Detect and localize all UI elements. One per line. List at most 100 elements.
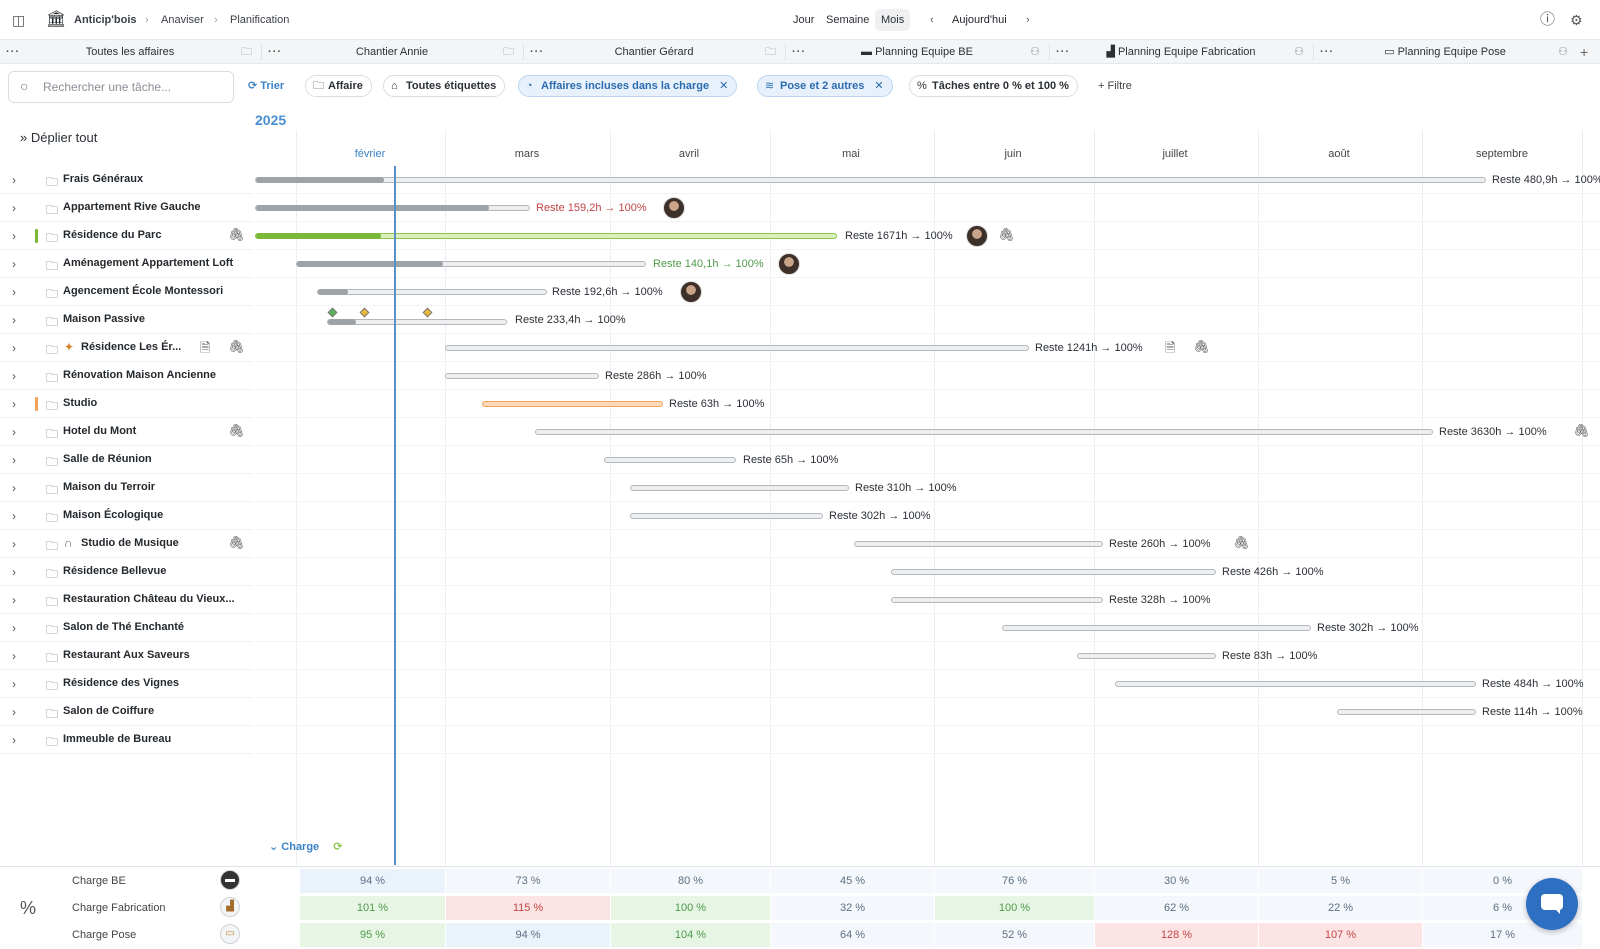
view-day-button[interactable]: Jour (793, 14, 815, 26)
add-filter-button[interactable]: + Filtre (1098, 75, 1132, 97)
project-row[interactable]: › 🗀 Maison Passive (0, 306, 252, 334)
breadcrumb-level1[interactable]: Anaviser (161, 14, 204, 26)
task-bar[interactable] (1115, 681, 1476, 687)
chevron-right-icon[interactable]: › (12, 733, 16, 747)
project-row[interactable]: › 🗀 Salon de Thé Enchanté (0, 614, 252, 642)
view-month-button[interactable]: Mois (875, 9, 911, 31)
affaire-filter-chip[interactable]: 🗀 Affaire (305, 75, 372, 97)
tab-chantier-gerard[interactable]: ··· Chantier Gérard 🗀 (524, 40, 784, 64)
close-icon[interactable]: ✕ (874, 80, 884, 92)
document-icon[interactable]: 🗎 (1165, 340, 1176, 355)
chevron-left-icon[interactable]: ‹ (930, 14, 934, 26)
task-bar[interactable] (1077, 653, 1216, 659)
paperclip-icon[interactable]: 🖇 (1573, 423, 1590, 438)
chevron-right-icon[interactable]: › (12, 677, 16, 691)
task-bar[interactable] (317, 289, 547, 295)
project-row[interactable]: › 🗀 Rénovation Maison Ancienne (0, 362, 252, 390)
refresh-icon[interactable]: ⟳ (333, 841, 343, 853)
pose-filter-chip[interactable]: ≋ Pose et 2 autres ✕ (757, 75, 893, 97)
tab-all-projects[interactable]: ··· Toutes les affaires 🗀 (0, 40, 260, 64)
task-bar[interactable] (891, 569, 1216, 575)
paperclip-icon[interactable]: 🖇 (998, 227, 1015, 242)
paperclip-icon[interactable]: 🖇 (1193, 339, 1210, 354)
project-row[interactable]: › 🗀 Agencement École Montessori (0, 278, 252, 306)
tab-chantier-annie[interactable]: ··· Chantier Annie 🗀 (262, 40, 522, 64)
project-row[interactable]: › 🗀 Hotel du Mont 🖇 (0, 418, 252, 446)
avatar[interactable] (663, 197, 685, 219)
project-row[interactable]: › 🗀 Résidence du Parc 🖇 (0, 222, 252, 250)
more-icon[interactable]: ··· (530, 46, 544, 58)
project-row[interactable]: › 🗀 Aménagement Appartement Loft (0, 250, 252, 278)
document-icon[interactable]: 🗎 (200, 340, 211, 355)
task-bar[interactable] (255, 233, 837, 239)
chevron-right-icon[interactable]: › (12, 313, 16, 327)
range-filter-chip[interactable]: % Tâches entre 0 % et 100 % (909, 75, 1078, 97)
add-tab-icon[interactable]: + (1580, 44, 1589, 60)
expand-all-button[interactable]: » Déplier tout (20, 130, 97, 145)
chat-support-button[interactable] (1526, 878, 1578, 930)
chevron-right-icon[interactable]: › (12, 509, 16, 523)
avatar[interactable] (680, 281, 702, 303)
avatar[interactable] (966, 225, 988, 247)
task-bar[interactable] (445, 345, 1029, 351)
project-row[interactable]: › 🗀 Résidence des Vignes (0, 670, 252, 698)
today-button[interactable]: Aujourd'hui (952, 14, 1007, 26)
paperclip-icon[interactable]: 🖇 (228, 227, 245, 242)
tags-filter-chip[interactable]: ⌂ Toutes étiquettes (383, 75, 506, 97)
chevron-right-icon[interactable]: › (12, 649, 16, 663)
charge-toggle[interactable]: ⌄ Charge ⟳ (269, 840, 342, 853)
task-bar[interactable] (604, 457, 736, 463)
paperclip-icon[interactable]: 🖇 (228, 339, 245, 354)
task-bar[interactable] (630, 485, 849, 491)
task-bar[interactable] (854, 541, 1103, 547)
task-bar[interactable] (1337, 709, 1476, 715)
info-icon[interactable]: ⓘ (1540, 11, 1556, 28)
chevron-right-icon[interactable]: › (12, 285, 16, 299)
tab-planning-fabrication[interactable]: ··· ▟ Planning Equipe Fabrication ⚇ (1050, 40, 1312, 64)
chevron-right-icon[interactable]: › (12, 565, 16, 579)
project-row[interactable]: › 🗀 ✦ Résidence Les Ér... 🗎 🖇 (0, 334, 252, 362)
view-week-button[interactable]: Semaine (826, 14, 870, 26)
chevron-right-icon[interactable]: › (12, 173, 16, 187)
project-row[interactable]: › 🗀 Salle de Réunion (0, 446, 252, 474)
chevron-right-icon[interactable]: › (12, 593, 16, 607)
breadcrumb-app[interactable]: Anticip'bois (74, 14, 137, 26)
task-bar[interactable] (535, 429, 1433, 435)
sidebar-toggle-icon[interactable]: ◫ (12, 12, 26, 28)
project-row[interactable]: › 🗀 Maison Écologique (0, 502, 252, 530)
chevron-right-icon[interactable]: › (12, 201, 16, 215)
project-row[interactable]: › 🗀 Maison du Terroir (0, 474, 252, 502)
chevron-right-icon[interactable]: › (12, 229, 16, 243)
more-icon[interactable]: ··· (792, 46, 806, 58)
milestone-diamond[interactable] (327, 307, 338, 318)
task-bar[interactable] (891, 597, 1103, 603)
included-filter-chip[interactable]: ◔ Affaires incluses dans la charge ✕ (518, 75, 738, 97)
project-row[interactable]: › 🗀 Immeuble de Bureau (0, 726, 252, 754)
search-input[interactable]: ○ Rechercher une tâche... (8, 71, 234, 103)
chevron-right-icon[interactable]: › (12, 397, 16, 411)
percent-icon[interactable]: % (20, 898, 37, 918)
chevron-right-icon[interactable]: › (12, 257, 16, 271)
more-icon[interactable]: ··· (268, 46, 282, 58)
sort-button[interactable]: ⟳ Trier (248, 75, 284, 97)
milestone-diamond[interactable] (359, 307, 370, 318)
task-bar[interactable] (630, 513, 823, 519)
project-row[interactable]: › 🗀 ∩ Studio de Musique 🖇 (0, 530, 252, 558)
avatar[interactable] (778, 253, 800, 275)
project-row[interactable]: › 🗀 Restauration Château du Vieux... (0, 586, 252, 614)
task-bar[interactable] (327, 319, 507, 325)
project-row[interactable]: › 🗀 Restaurant Aux Saveurs (0, 642, 252, 670)
chevron-right-icon[interactable]: › (12, 369, 16, 383)
chevron-right-icon[interactable]: › (12, 341, 16, 355)
more-icon[interactable]: ··· (1056, 46, 1070, 58)
project-row[interactable]: › 🗀 Salon de Coiffure (0, 698, 252, 726)
settings-sliders-icon[interactable]: ⚙ (1570, 12, 1583, 28)
chevron-right-icon[interactable]: › (12, 537, 16, 551)
task-bar[interactable] (296, 261, 646, 267)
chevron-right-icon[interactable]: › (12, 705, 16, 719)
close-icon[interactable]: ✕ (719, 80, 729, 92)
task-bar[interactable] (482, 401, 663, 407)
paperclip-icon[interactable]: 🖇 (228, 535, 245, 550)
paperclip-icon[interactable]: 🖇 (228, 423, 245, 438)
task-bar[interactable] (255, 205, 530, 211)
